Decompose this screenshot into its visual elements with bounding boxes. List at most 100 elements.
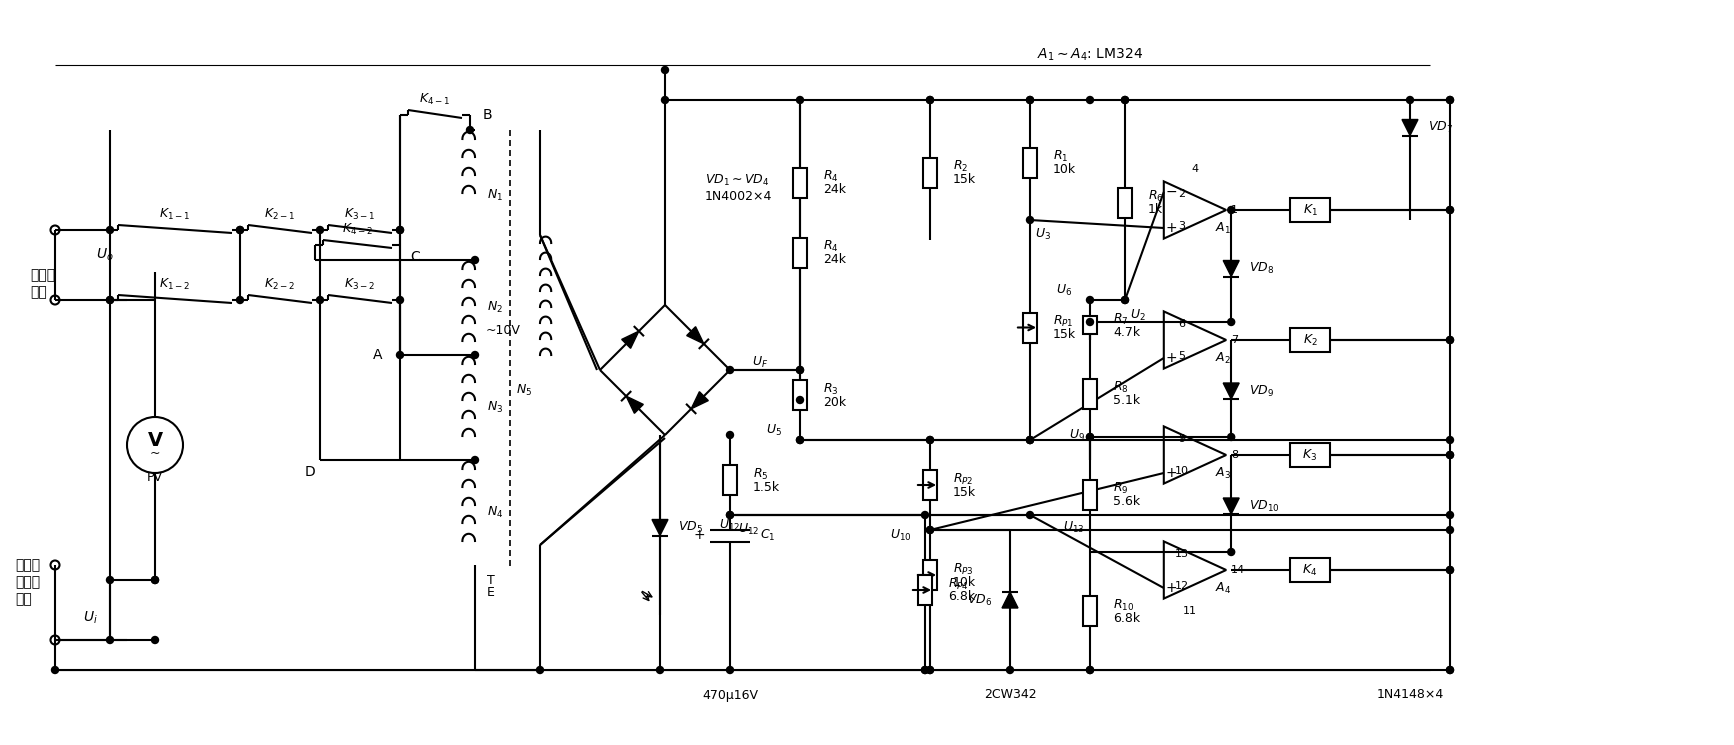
Circle shape: [397, 297, 404, 303]
Circle shape: [397, 352, 404, 358]
Circle shape: [1027, 437, 1033, 443]
Circle shape: [926, 437, 933, 443]
Bar: [792, 168, 806, 197]
Circle shape: [796, 437, 803, 443]
Text: $K_{1-1}$: $K_{1-1}$: [160, 206, 191, 221]
Bar: [917, 575, 931, 605]
Circle shape: [796, 367, 803, 373]
Text: $VD_{10}$: $VD_{10}$: [1248, 498, 1280, 513]
Bar: [1084, 596, 1098, 626]
Polygon shape: [692, 392, 707, 409]
Text: $VD_5$: $VD_5$: [678, 520, 702, 535]
Text: +: +: [1165, 351, 1177, 365]
Bar: [1023, 312, 1037, 343]
Text: $VD_6$: $VD_6$: [968, 592, 992, 608]
Bar: [792, 238, 806, 267]
Text: $R_{P2}$: $R_{P2}$: [954, 472, 973, 486]
Circle shape: [317, 297, 324, 303]
Text: 7: 7: [1231, 335, 1238, 345]
Text: 15k: 15k: [954, 486, 976, 498]
Text: 12: 12: [1174, 581, 1190, 591]
Circle shape: [1446, 566, 1453, 574]
Circle shape: [1446, 97, 1453, 104]
Circle shape: [796, 367, 803, 373]
Circle shape: [727, 512, 733, 519]
Text: $U_i$: $U_i$: [83, 610, 97, 627]
Bar: [1290, 328, 1330, 352]
Circle shape: [1027, 97, 1033, 104]
Text: $K_{3-1}$: $K_{3-1}$: [345, 206, 376, 221]
Circle shape: [1087, 97, 1094, 104]
Text: 6.8k: 6.8k: [1113, 612, 1141, 624]
Circle shape: [1228, 319, 1235, 326]
Text: 1: 1: [1231, 205, 1238, 215]
Bar: [1084, 316, 1098, 334]
Bar: [792, 380, 806, 410]
Text: +: +: [1165, 221, 1177, 235]
Circle shape: [151, 577, 158, 583]
Polygon shape: [1222, 261, 1240, 276]
Bar: [922, 560, 936, 590]
Circle shape: [1406, 97, 1413, 104]
Text: $A_1\sim A_4$: LM324: $A_1\sim A_4$: LM324: [1037, 47, 1143, 63]
Circle shape: [796, 396, 803, 404]
Text: 电源: 电源: [16, 592, 31, 606]
Circle shape: [236, 226, 243, 233]
Circle shape: [1122, 297, 1129, 303]
Text: $R_3$: $R_3$: [824, 381, 839, 396]
Text: $K_{1-2}$: $K_{1-2}$: [160, 276, 191, 291]
Circle shape: [472, 256, 479, 264]
Polygon shape: [687, 326, 704, 344]
Text: 6: 6: [1179, 319, 1186, 329]
Text: −: −: [1165, 315, 1177, 329]
Text: $R_{10}$: $R_{10}$: [1113, 597, 1134, 612]
Text: PV: PV: [147, 471, 163, 484]
Circle shape: [536, 667, 543, 673]
Text: $A_4$: $A_4$: [1216, 580, 1231, 595]
Text: $R_7$: $R_7$: [1113, 311, 1129, 326]
Text: 20k: 20k: [824, 396, 846, 408]
Text: $N_3$: $N_3$: [487, 399, 503, 414]
Polygon shape: [652, 519, 668, 536]
Circle shape: [397, 226, 404, 233]
Text: $N_5$: $N_5$: [515, 382, 532, 398]
Circle shape: [317, 226, 324, 233]
Text: $U_{12}$: $U_{12}$: [720, 518, 740, 533]
Circle shape: [661, 97, 669, 104]
Circle shape: [1446, 437, 1453, 443]
Text: 15k: 15k: [1053, 328, 1077, 341]
Bar: [1084, 378, 1098, 408]
Text: 定交流: 定交流: [16, 575, 40, 589]
Text: 4.7k: 4.7k: [1113, 326, 1141, 338]
Circle shape: [727, 512, 733, 519]
Circle shape: [1087, 434, 1094, 440]
Text: +: +: [1165, 466, 1177, 480]
Circle shape: [1446, 527, 1453, 533]
Circle shape: [921, 512, 928, 519]
Text: $K_4$: $K_4$: [1302, 562, 1318, 577]
Circle shape: [926, 527, 933, 533]
Circle shape: [151, 636, 158, 644]
Text: $A_3$: $A_3$: [1216, 466, 1231, 481]
Text: −: −: [1165, 545, 1177, 559]
Text: −: −: [1165, 430, 1177, 444]
Text: $R_1$: $R_1$: [1053, 149, 1068, 164]
Circle shape: [1446, 512, 1453, 519]
Polygon shape: [626, 396, 643, 413]
Bar: [922, 470, 936, 500]
Text: 负载: 负载: [29, 285, 47, 299]
Text: $K_3$: $K_3$: [1302, 448, 1318, 463]
Text: 2CW342: 2CW342: [983, 688, 1037, 702]
Text: $VD_7$: $VD_7$: [1429, 120, 1453, 135]
Text: $R_2$: $R_2$: [954, 159, 968, 174]
Text: 470μ16V: 470μ16V: [702, 688, 758, 702]
Circle shape: [106, 577, 113, 583]
Circle shape: [1446, 451, 1453, 458]
Circle shape: [1006, 667, 1013, 673]
Circle shape: [657, 667, 664, 673]
Circle shape: [1122, 97, 1129, 104]
Text: $K_{2-1}$: $K_{2-1}$: [264, 206, 295, 221]
Text: $K_2$: $K_2$: [1302, 332, 1318, 348]
Text: 24k: 24k: [824, 183, 846, 196]
Circle shape: [1446, 566, 1453, 574]
